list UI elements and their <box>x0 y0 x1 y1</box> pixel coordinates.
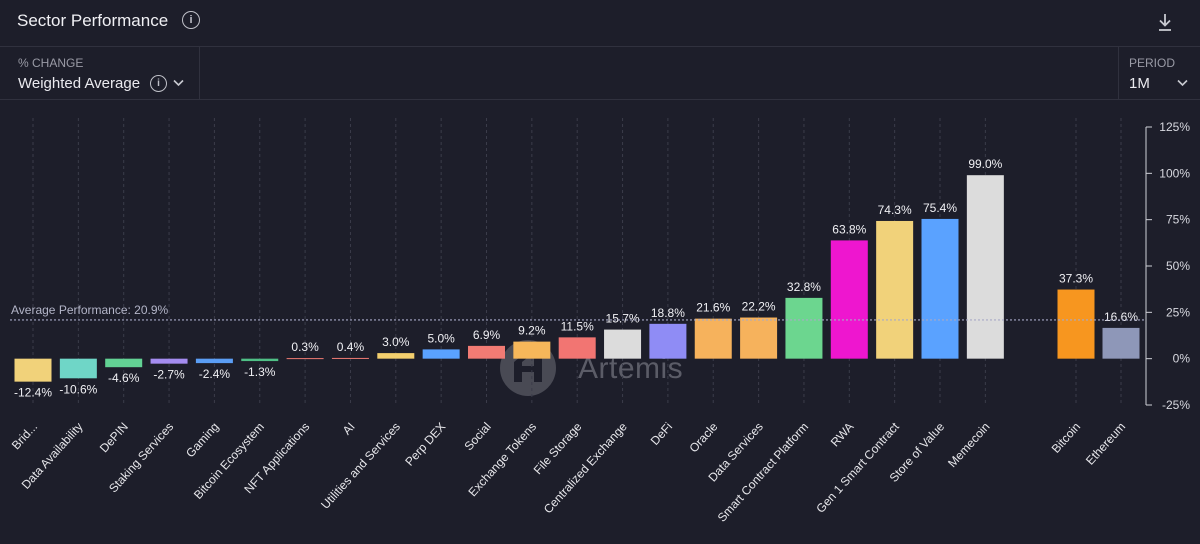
data-label: 6.9% <box>473 328 501 342</box>
bar <box>150 358 188 364</box>
x-tick-label: Utilities and Services <box>318 420 403 512</box>
bar <box>286 358 324 360</box>
data-label: 21.6% <box>696 301 730 315</box>
data-label: 32.8% <box>787 280 821 294</box>
x-tick-label: Oracle <box>686 419 720 455</box>
x-tick-label: Memecoin <box>945 420 992 471</box>
x-tick-label: Gaming <box>183 420 222 461</box>
bar <box>1057 289 1095 359</box>
x-tick-label: DePIN <box>97 420 131 456</box>
metric-label: % CHANGE <box>18 56 84 70</box>
bar <box>966 175 1004 359</box>
y-tick-label: 75% <box>1166 213 1190 227</box>
bar <box>422 349 460 359</box>
y-tick-label: 25% <box>1166 305 1190 319</box>
period-selector[interactable]: PERIOD 1M <box>1118 47 1200 99</box>
data-label: -2.7% <box>153 368 185 382</box>
data-label: -2.4% <box>199 367 231 381</box>
data-label: -4.6% <box>108 371 140 385</box>
download-icon[interactable] <box>1156 12 1174 32</box>
data-label: 63.8% <box>832 222 866 236</box>
bar <box>1102 327 1140 359</box>
metric-selector[interactable]: % CHANGE Weighted Average i <box>0 47 200 99</box>
y-tick-label: 125% <box>1159 120 1190 134</box>
y-tick-label: -25% <box>1162 398 1190 412</box>
x-tick-label: AI <box>340 420 358 438</box>
x-tick-label: Ethereum <box>1083 420 1128 468</box>
bar <box>513 341 551 359</box>
x-tick-label: RWA <box>828 420 857 450</box>
x-tick-label: Smart Contract Platform <box>715 420 812 525</box>
x-tick-label: Bitcoin <box>1049 420 1084 456</box>
y-tick-label: 0% <box>1173 352 1191 366</box>
x-tick-label: Perp DEX <box>402 420 448 469</box>
bar <box>377 353 415 359</box>
data-label: 16.6% <box>1104 310 1138 324</box>
chart-header: Sector Performance i <box>0 0 1200 47</box>
y-tick-label: 100% <box>1159 166 1190 180</box>
bar <box>876 220 914 359</box>
bar <box>105 358 143 368</box>
bar <box>649 323 687 359</box>
chart-canvas: -25% 0% 25% 50% 75% 100% 125% -12.4% -10.6% -4.6%… <box>9 118 1191 525</box>
data-label: -1.3% <box>244 365 276 379</box>
data-label: 37.3% <box>1059 272 1093 286</box>
bar <box>694 318 732 359</box>
bar <box>921 218 959 359</box>
data-label: 3.0% <box>382 335 410 349</box>
bar <box>604 329 642 359</box>
y-tick-label: 50% <box>1166 259 1190 273</box>
data-label: 5.0% <box>427 331 455 345</box>
bar <box>331 357 369 359</box>
x-tick-label: Centralized Exchange <box>541 419 630 516</box>
data-label: 15.7% <box>606 312 640 326</box>
bar-chart: Artemis -25% 0% 25% 50% 75% 100% 125% -12.4% -10… <box>0 100 1200 544</box>
x-tick-label: Brid... <box>9 420 40 453</box>
bar <box>241 358 279 362</box>
chevron-down-icon[interactable] <box>1177 79 1188 87</box>
data-label: 0.4% <box>337 340 365 354</box>
period-value[interactable]: 1M <box>1129 75 1150 92</box>
data-label: 22.2% <box>742 300 776 314</box>
chart-title: Sector Performance <box>17 11 169 30</box>
x-tick-label: DeFi <box>648 420 675 448</box>
bar <box>785 297 823 359</box>
data-label: 18.8% <box>651 306 685 320</box>
bar <box>830 240 868 359</box>
bar <box>195 358 233 364</box>
data-label: 0.3% <box>291 340 319 354</box>
chevron-down-icon[interactable] <box>173 79 184 87</box>
chart-controls: % CHANGE Weighted Average i PERIOD 1M <box>0 47 1200 100</box>
bar <box>740 317 778 359</box>
metric-value[interactable]: Weighted Average <box>18 75 141 92</box>
bar <box>558 337 596 359</box>
data-label: 75.4% <box>923 201 957 215</box>
bar <box>468 345 505 359</box>
average-label: Average Performance: 20.9% <box>11 303 169 317</box>
data-label: 11.5% <box>561 319 594 333</box>
data-label: 9.2% <box>518 324 546 338</box>
period-label: PERIOD <box>1129 56 1176 70</box>
info-icon[interactable]: i <box>150 75 167 92</box>
x-tick-label: Social <box>461 420 493 454</box>
bar <box>14 358 52 382</box>
x-tick-label: Gen 1 Smart Contract <box>813 419 902 516</box>
info-icon[interactable]: i <box>182 11 200 29</box>
bar <box>59 358 97 379</box>
data-label: -10.6% <box>59 382 97 396</box>
data-label: -12.4% <box>14 386 52 400</box>
data-label: 99.0% <box>968 157 1002 171</box>
data-label: 74.3% <box>878 203 912 217</box>
